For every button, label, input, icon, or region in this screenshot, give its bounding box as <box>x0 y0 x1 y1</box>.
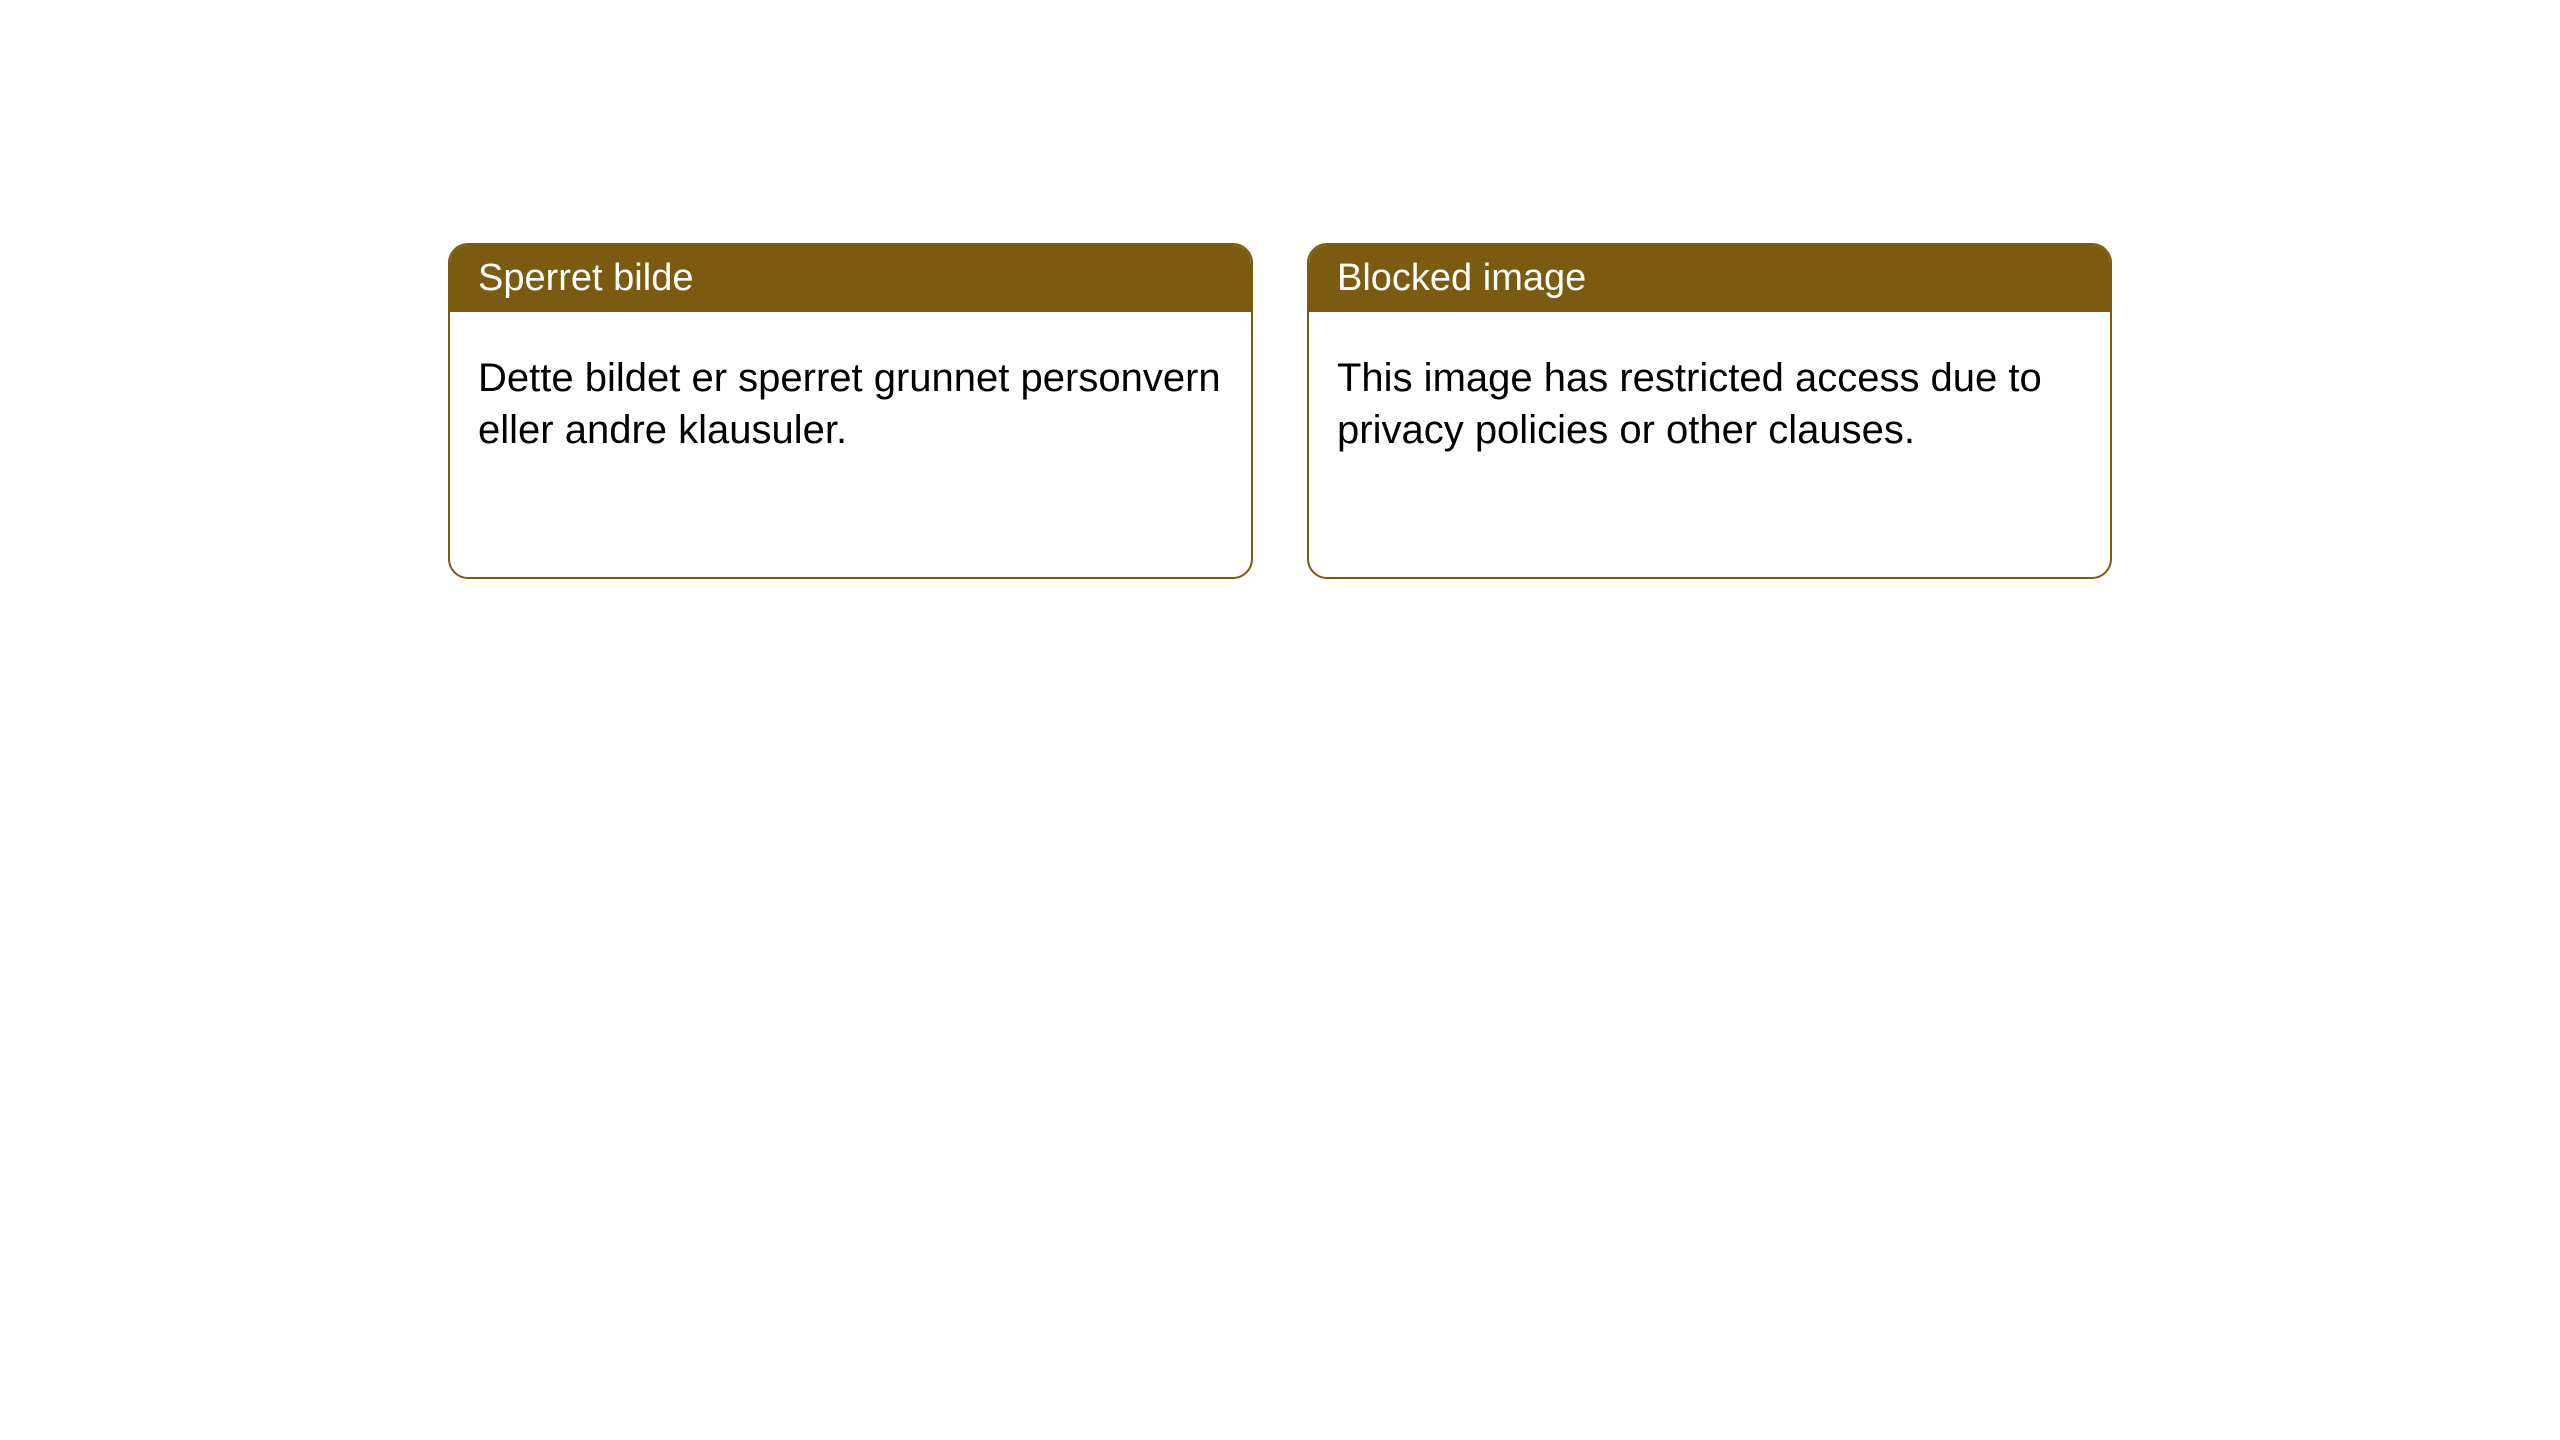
card-title: Sperret bilde <box>478 257 693 299</box>
card-body: Dette bildet er sperret grunnet personve… <box>450 312 1251 496</box>
card-body: This image has restricted access due to … <box>1309 312 2110 496</box>
card-header: Blocked image <box>1309 245 2110 312</box>
card-header: Sperret bilde <box>450 245 1251 312</box>
notice-container: Sperret bilde Dette bildet er sperret gr… <box>0 0 2560 579</box>
card-title: Blocked image <box>1337 257 1586 299</box>
notice-card-english: Blocked image This image has restricted … <box>1307 243 2112 579</box>
card-body-text: This image has restricted access due to … <box>1337 356 2042 452</box>
card-body-text: Dette bildet er sperret grunnet personve… <box>478 356 1221 452</box>
notice-card-norwegian: Sperret bilde Dette bildet er sperret gr… <box>448 243 1253 579</box>
